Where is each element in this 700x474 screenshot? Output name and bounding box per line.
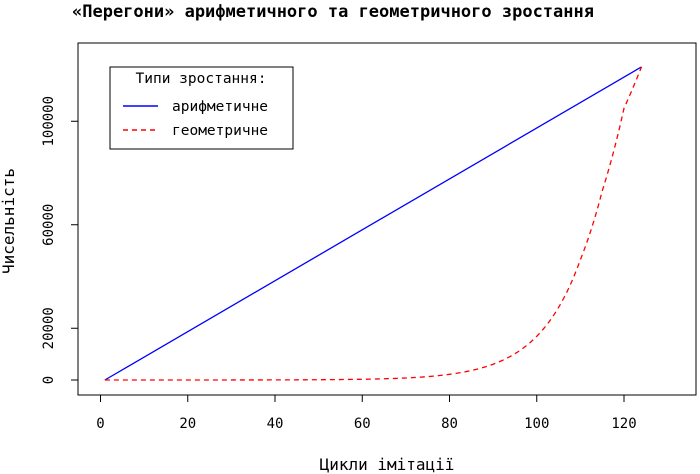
x-tick-label: 80: [441, 416, 458, 432]
chart-title: «Перегони» арифметичного та геометричног…: [72, 2, 594, 22]
x-tick-label: 20: [179, 416, 196, 432]
x-axis-label: Цикли імітації: [320, 455, 455, 474]
y-axis-label: Чисельність: [0, 168, 18, 274]
y-tick-label: 20000: [41, 307, 57, 349]
y-tick-label: 100000: [41, 96, 57, 147]
legend-box: [109, 66, 294, 150]
legend: Типи зростання: арифметичне геометричне: [109, 66, 294, 150]
y-tick-label: 0: [41, 376, 57, 384]
x-tick-label: 100: [524, 416, 549, 432]
legend-label-geometric: геометричне: [172, 123, 268, 139]
y-axis: 0 20000 60000 100000: [41, 96, 79, 384]
series-line-arithmetic: [104, 66, 642, 381]
x-axis: 0 20 40 60 80 100 120: [96, 394, 637, 432]
x-tick-label: 0: [96, 416, 104, 432]
x-tick-label: 40: [267, 416, 284, 432]
legend-title: Типи зростання:: [136, 71, 267, 87]
legend-label-arithmetic: арифметичне: [172, 99, 268, 115]
x-tick-label: 120: [611, 416, 636, 432]
series-layer: [104, 66, 643, 381]
x-tick-label: 60: [354, 416, 371, 432]
y-tick-label: 60000: [41, 204, 57, 246]
